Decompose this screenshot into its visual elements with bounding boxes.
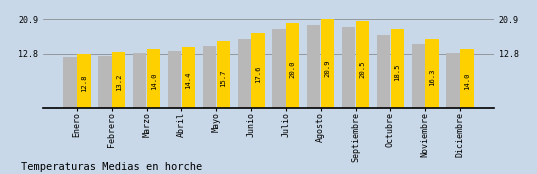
Text: 20.5: 20.5 — [359, 60, 366, 78]
Bar — [237, 38, 251, 108]
Text: 17.6: 17.6 — [255, 66, 261, 83]
Bar — [307, 26, 321, 108]
Bar — [391, 29, 404, 108]
Bar — [182, 47, 195, 108]
Text: 12.8: 12.8 — [81, 75, 87, 92]
Text: 20.0: 20.0 — [290, 61, 296, 78]
Bar — [377, 35, 390, 108]
Bar — [286, 23, 300, 108]
Bar — [112, 52, 126, 108]
Bar — [147, 49, 160, 108]
Text: 13.2: 13.2 — [116, 74, 122, 92]
Bar — [251, 33, 265, 108]
Text: 15.7: 15.7 — [220, 69, 226, 87]
Text: 20.9: 20.9 — [325, 59, 331, 77]
Bar — [425, 39, 439, 108]
Bar — [202, 46, 216, 108]
Text: Temperaturas Medias en horche: Temperaturas Medias en horche — [21, 162, 203, 172]
Bar — [446, 53, 460, 108]
Bar — [356, 21, 369, 108]
Bar — [168, 51, 181, 108]
Bar — [216, 41, 230, 108]
Bar — [460, 49, 474, 108]
Text: 16.3: 16.3 — [429, 68, 435, 86]
Bar — [98, 56, 112, 108]
Text: 14.4: 14.4 — [185, 72, 191, 89]
Bar — [133, 53, 146, 108]
Text: 18.5: 18.5 — [394, 64, 400, 81]
Bar — [63, 57, 77, 108]
Text: 14.0: 14.0 — [464, 72, 470, 90]
Text: 14.0: 14.0 — [150, 72, 157, 90]
Bar — [321, 19, 335, 108]
Bar — [272, 29, 286, 108]
Bar — [411, 44, 425, 108]
Bar — [342, 27, 355, 108]
Bar — [77, 54, 91, 108]
